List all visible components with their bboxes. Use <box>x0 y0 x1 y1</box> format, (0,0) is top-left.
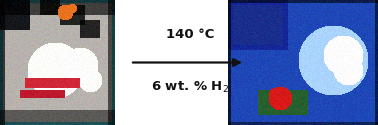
Text: 6 wt. % H$_2$: 6 wt. % H$_2$ <box>151 80 229 95</box>
Text: 140 °C: 140 °C <box>166 28 214 42</box>
